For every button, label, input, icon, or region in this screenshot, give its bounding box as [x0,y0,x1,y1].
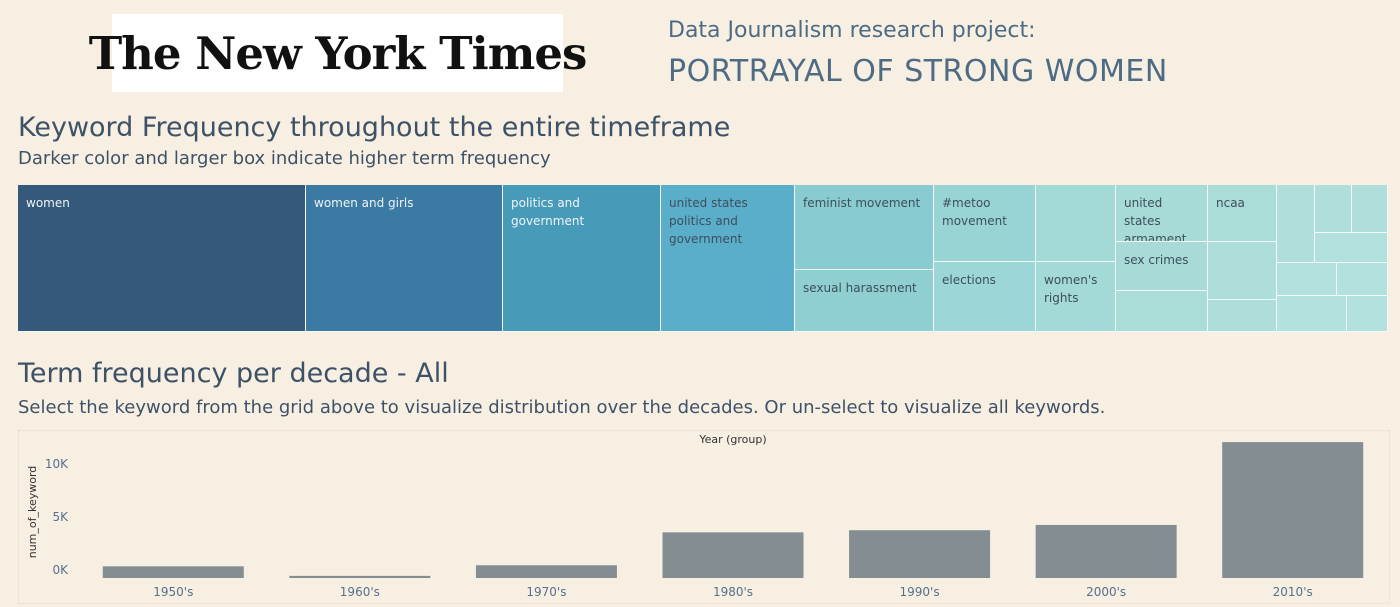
bar-chart-frame [18,430,1390,604]
tile-unlabeled[interactable] [1277,263,1337,296]
tile-label: sex crimes [1124,253,1189,267]
x-tick-label: 2000's [1086,585,1126,599]
tile-unlabeled[interactable] [1277,185,1315,263]
tile-sexual-harassment[interactable]: sexual harassment [795,270,934,332]
tile-unlabeled[interactable] [1315,233,1388,263]
x-tick-label: 1970's [526,585,566,599]
tile-politics-and-government[interactable]: politics and government [503,185,661,332]
tile-unlabeled[interactable] [1036,185,1116,262]
treemap-title: Keyword Frequency throughout the entire … [18,112,731,143]
tile-united-states-politics-and-government[interactable]: united states politics and government [661,185,795,332]
x-tick-label: 1990's [900,585,940,599]
tile-label: united states armament [1124,196,1187,242]
tile-feminist-movement[interactable]: feminist movement [795,185,934,270]
tile-unlabeled[interactable] [1315,185,1352,233]
project-subtitle: Data Journalism research project: [668,18,1036,43]
x-tick-label: 1960's [340,585,380,599]
tile-sex-crimes[interactable]: sex crimes [1116,242,1208,291]
bar [102,566,244,578]
treemap-subtitle: Darker color and larger box indicate hig… [18,148,551,169]
y-axis-label: num_of_keyword [26,466,39,559]
nyt-logo: The New York Times [89,14,587,92]
tile-label: women [26,196,70,210]
bar [849,530,991,578]
bar [1035,524,1177,578]
tile-unlabeled[interactable] [1116,291,1208,332]
project-title: PORTRAYAL OF STRONG WOMEN [668,54,1168,89]
tile-label: women's rights [1044,273,1098,305]
tile-label: elections [942,273,996,287]
tile-women-and-girls[interactable]: women and girls [306,185,503,332]
y-tick-label: 5K [52,510,69,524]
tile-unlabeled[interactable] [1208,300,1277,332]
tile-label: united states politics and government [669,196,748,246]
bar [475,565,617,578]
chart-header: Year (group) [698,433,766,446]
tile-ncaa[interactable]: ncaa [1208,185,1277,242]
tile-metoo-movement[interactable]: #metoo movement [934,185,1036,262]
tile-unlabeled[interactable] [1352,185,1388,233]
tile-label: feminist movement [803,196,921,210]
tile-elections[interactable]: elections [934,262,1036,332]
tile-unlabeled[interactable] [1337,263,1388,296]
bar-chart-title: Term frequency per decade - All [18,358,449,389]
tile-women-s-rights[interactable]: women's rights [1036,262,1116,332]
bar [662,532,804,578]
keyword-treemap[interactable]: women women and girls politics and governm… [18,185,1388,332]
tile-label: women and girls [314,196,414,210]
tile-unlabeled[interactable] [1277,296,1347,332]
x-tick-label: 1980's [713,585,753,599]
x-tick-label: 1950's [153,585,193,599]
tile-label: ncaa [1216,196,1245,210]
bar [1222,442,1364,578]
bar-chart-subtitle: Select the keyword from the grid above t… [18,397,1106,418]
tile-label: sexual harassment [803,281,917,295]
bar [289,575,431,578]
tile-unlabeled[interactable] [1347,296,1388,332]
tile-united-states-armament[interactable]: united states armament [1116,185,1208,242]
y-tick-label: 0K [52,563,69,577]
tile-women[interactable]: women [18,185,306,332]
logo-text: The New York Times [88,26,588,80]
tile-label: #metoo movement [942,196,1007,228]
tile-label: politics and government [511,196,585,228]
x-tick-label: 2010's [1273,585,1313,599]
y-tick-label: 10K [45,457,69,471]
tile-unlabeled[interactable] [1208,242,1277,300]
